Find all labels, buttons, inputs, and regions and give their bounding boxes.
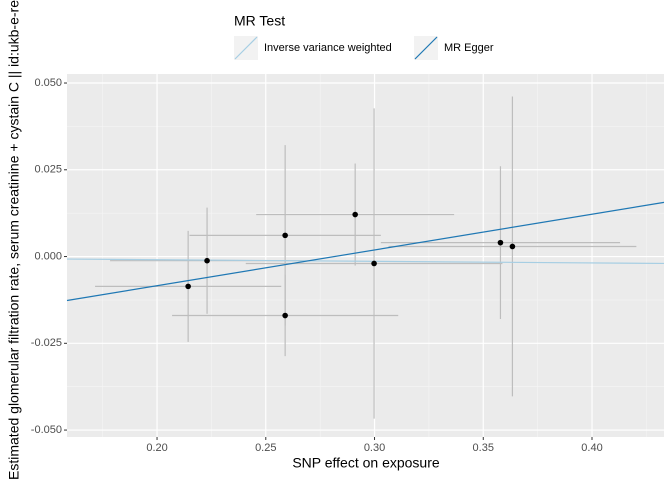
point bbox=[352, 211, 358, 218]
legend-swatch bbox=[234, 36, 258, 60]
legend-label: Inverse variance weighted bbox=[264, 42, 392, 54]
y-tick-label: 0.025 bbox=[34, 164, 62, 176]
legend-swatch bbox=[414, 36, 438, 60]
panel bbox=[67, 74, 664, 437]
point bbox=[509, 243, 516, 250]
legend-label: MR Egger bbox=[444, 42, 494, 54]
point bbox=[282, 312, 288, 319]
y-axis-title: Estimated glomerular filtration rate, se… bbox=[6, 0, 22, 480]
point bbox=[497, 239, 504, 246]
point bbox=[185, 283, 191, 290]
x-axis-title: SNP effect on exposure bbox=[292, 455, 440, 471]
y-tick-label: 0.050 bbox=[34, 77, 62, 89]
y-tick-label: 0.000 bbox=[34, 250, 62, 262]
x-tick-label: 0.40 bbox=[581, 442, 602, 454]
x-tick-label: 0.35 bbox=[473, 442, 494, 454]
legend-title: MR Test bbox=[234, 13, 285, 29]
x-tick-label: 0.20 bbox=[146, 442, 167, 454]
x-tick-label: 0.25 bbox=[255, 442, 276, 454]
x-tick-label: 0.30 bbox=[364, 442, 385, 454]
regression-line bbox=[66, 201, 665, 302]
y-tick-label: -0.025 bbox=[31, 337, 62, 349]
point bbox=[371, 260, 377, 267]
point bbox=[282, 232, 288, 239]
y-tick-label: -0.050 bbox=[31, 424, 62, 436]
regression-line bbox=[66, 258, 665, 265]
point bbox=[204, 257, 210, 264]
